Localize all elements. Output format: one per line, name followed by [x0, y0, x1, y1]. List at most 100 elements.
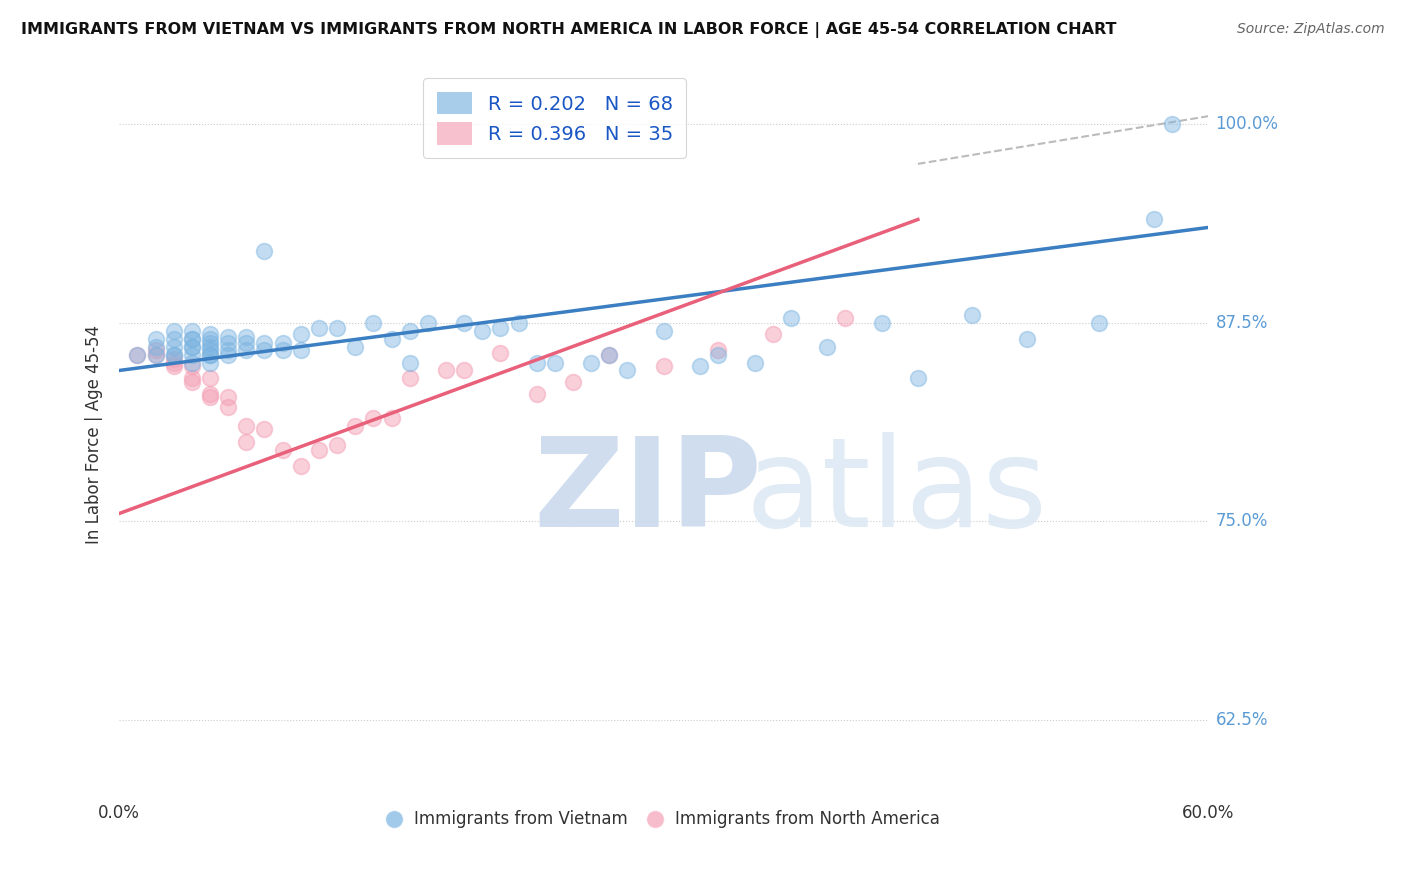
Point — [253, 244, 276, 259]
Point — [363, 411, 385, 425]
Point — [744, 355, 766, 369]
Point — [163, 359, 186, 373]
Point — [326, 438, 349, 452]
Point — [907, 371, 929, 385]
Point — [271, 442, 294, 457]
Point — [1143, 212, 1166, 227]
Point — [198, 336, 221, 351]
Point — [453, 363, 475, 377]
Point — [217, 347, 239, 361]
Point — [198, 347, 221, 361]
Point — [198, 387, 221, 401]
Point — [198, 332, 221, 346]
Text: IMMIGRANTS FROM VIETNAM VS IMMIGRANTS FROM NORTH AMERICA IN LABOR FORCE | AGE 45: IMMIGRANTS FROM VIETNAM VS IMMIGRANTS FR… — [21, 22, 1116, 38]
Point — [398, 355, 420, 369]
Point — [344, 419, 367, 434]
Point — [707, 343, 730, 357]
Point — [163, 355, 186, 369]
Point — [217, 400, 239, 414]
Point — [380, 411, 402, 425]
Point — [198, 391, 221, 405]
Point — [198, 343, 221, 357]
Point — [471, 324, 494, 338]
Point — [235, 419, 257, 434]
Point — [1015, 332, 1038, 346]
Point — [198, 326, 221, 341]
Point — [271, 336, 294, 351]
Point — [962, 308, 984, 322]
Point — [180, 355, 202, 369]
Point — [616, 363, 638, 377]
Point — [127, 347, 149, 361]
Point — [145, 340, 167, 354]
Point — [145, 347, 167, 361]
Point — [1161, 117, 1184, 131]
Point — [344, 340, 367, 354]
Point — [526, 387, 548, 401]
Point — [398, 324, 420, 338]
Point — [180, 340, 202, 354]
Point — [145, 343, 167, 357]
Point — [180, 332, 202, 346]
Point — [235, 330, 257, 344]
Point — [416, 316, 439, 330]
Point — [163, 332, 186, 346]
Point — [180, 375, 202, 389]
Point — [180, 371, 202, 385]
Point — [526, 355, 548, 369]
Text: 87.5%: 87.5% — [1216, 314, 1268, 332]
Text: 62.5%: 62.5% — [1216, 711, 1268, 729]
Point — [562, 375, 585, 389]
Point — [145, 332, 167, 346]
Point — [217, 330, 239, 344]
Point — [544, 355, 567, 369]
Point — [163, 324, 186, 338]
Point — [198, 347, 221, 361]
Point — [180, 340, 202, 354]
Point — [290, 326, 312, 341]
Point — [235, 343, 257, 357]
Point — [489, 346, 512, 360]
Point — [198, 355, 221, 369]
Point — [290, 343, 312, 357]
Point — [163, 352, 186, 367]
Point — [598, 347, 620, 361]
Point — [127, 347, 149, 361]
Point — [815, 340, 838, 354]
Point — [652, 324, 675, 338]
Point — [180, 332, 202, 346]
Point — [434, 363, 457, 377]
Text: Source: ZipAtlas.com: Source: ZipAtlas.com — [1237, 22, 1385, 37]
Point — [326, 320, 349, 334]
Point — [163, 347, 186, 361]
Point — [163, 347, 186, 361]
Point — [290, 458, 312, 473]
Point — [198, 340, 221, 354]
Point — [579, 355, 602, 369]
Text: ZIP: ZIP — [533, 432, 762, 553]
Point — [363, 316, 385, 330]
Text: atlas: atlas — [745, 432, 1047, 553]
Point — [834, 311, 856, 326]
Point — [235, 434, 257, 449]
Point — [253, 422, 276, 436]
Point — [180, 324, 202, 338]
Point — [779, 311, 801, 326]
Text: 75.0%: 75.0% — [1216, 512, 1268, 531]
Point — [235, 336, 257, 351]
Point — [689, 359, 711, 373]
Point — [398, 371, 420, 385]
Point — [198, 371, 221, 385]
Text: 100.0%: 100.0% — [1216, 115, 1278, 133]
Point — [652, 359, 675, 373]
Point — [453, 316, 475, 330]
Point — [163, 340, 186, 354]
Point — [271, 343, 294, 357]
Point — [870, 316, 893, 330]
Point — [253, 336, 276, 351]
Legend: Immigrants from Vietnam, Immigrants from North America: Immigrants from Vietnam, Immigrants from… — [381, 804, 946, 835]
Point — [217, 343, 239, 357]
Point — [762, 326, 785, 341]
Point — [217, 336, 239, 351]
Point — [253, 343, 276, 357]
